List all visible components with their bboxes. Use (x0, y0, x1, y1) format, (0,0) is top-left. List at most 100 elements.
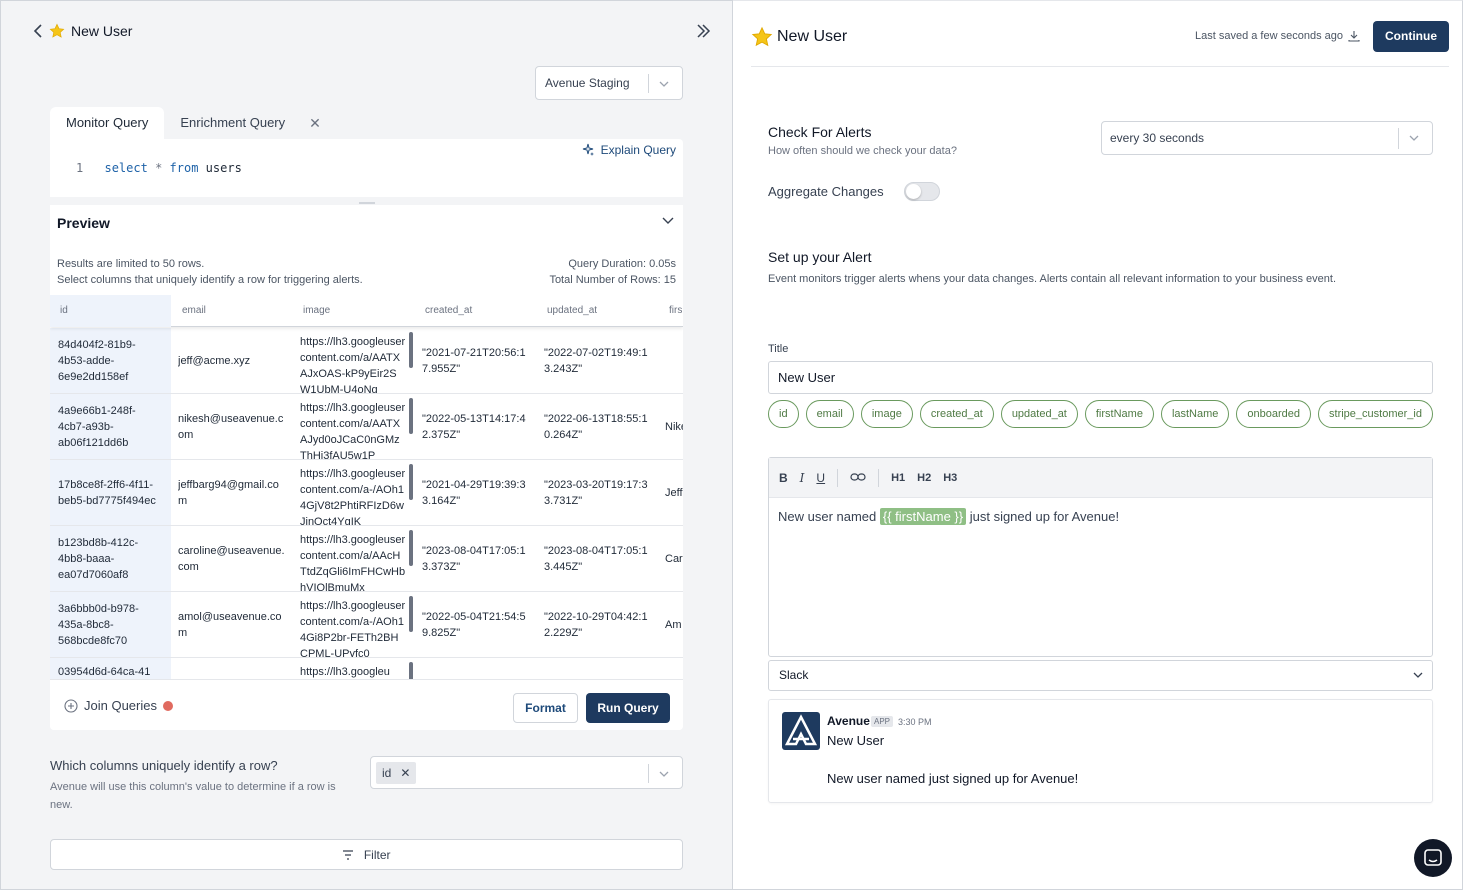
join-queries-button[interactable]: Join Queries (64, 698, 173, 713)
chevron-down-icon (662, 217, 674, 224)
remove-chip-icon[interactable]: ✕ (400, 766, 411, 780)
status-dot (162, 700, 173, 711)
download-icon[interactable] (1348, 30, 1360, 42)
variable-pill-email[interactable]: email (805, 400, 854, 428)
cell-scrollbar[interactable] (409, 596, 413, 632)
code-operator: * (155, 161, 163, 175)
slack-sender-name: Avenue (827, 714, 870, 728)
close-tab-icon[interactable]: ✕ (309, 115, 321, 131)
variable-pill-image[interactable]: image (860, 400, 913, 428)
sql-editor[interactable]: Explain Query 1 select * from users (50, 139, 683, 197)
continue-button[interactable]: Continue (1373, 21, 1449, 52)
cell-image: https://lh3.googleu (300, 666, 390, 678)
heading-1-button[interactable]: H1 (891, 471, 906, 484)
back-link[interactable]: New User (33, 23, 132, 39)
table-row[interactable]: b123bd8b-412c-4bb8-baaa-ea07d7060af8 car… (50, 526, 683, 592)
preview-panel: Preview Results are limited to 50 rows. … (50, 205, 683, 730)
cell-scrollbar[interactable] (409, 530, 413, 566)
aggregate-changes-toggle[interactable] (904, 182, 940, 201)
collapse-preview-button[interactable] (661, 213, 675, 230)
column-header-updated-at[interactable]: updated_at (547, 305, 598, 316)
frequency-select[interactable]: every 30 seconds (1101, 121, 1433, 155)
bold-button[interactable]: B (779, 470, 788, 485)
cell-email: nikesh@useavenue.com (178, 412, 284, 441)
cell-id: 84d404f2-81b9-4b53-adde-6e9e2dd158ef (50, 328, 171, 393)
heading-2-button[interactable]: H2 (917, 471, 932, 484)
cell-image: https://lh3.googleusercontent.com/a/AATX… (300, 336, 406, 393)
cell-created-at: "2023-08-04T17:05:13.373Z" (422, 544, 526, 573)
variable-pills: id email image created_at updated_at fir… (768, 400, 1433, 430)
chevron-down-icon (1412, 661, 1424, 702)
column-header-created-at[interactable]: created_at (425, 305, 473, 316)
link-icon[interactable] (850, 471, 866, 485)
alert-title-text: New User (777, 28, 848, 45)
plus-circle-icon (64, 698, 78, 713)
code-line[interactable]: 1 select * from users (76, 161, 242, 175)
slack-message-title: New User (827, 733, 885, 748)
cell-created-at: "2022-05-04T21:54:59.825Z" (422, 610, 526, 639)
explain-query-button[interactable]: Explain Query (581, 143, 676, 157)
variable-pill-created-at[interactable]: created_at (919, 400, 994, 428)
column-header-image[interactable]: image (303, 305, 331, 316)
column-header-email[interactable]: email (182, 305, 206, 316)
table-row[interactable]: 4a9e66b1-248f-4cb7-a93b-ab06f121dd6b nik… (50, 394, 683, 460)
cell-scrollbar[interactable] (409, 332, 413, 368)
tab-monitor-query[interactable]: Monitor Query (50, 107, 165, 139)
chat-support-button[interactable] (1414, 839, 1452, 877)
toolbar-divider (837, 468, 839, 487)
variable-pill-id[interactable]: id (768, 400, 799, 428)
star-icon (751, 26, 773, 47)
table-row[interactable]: 84d404f2-81b9-4b53-adde-6e9e2dd158ef jef… (50, 328, 683, 394)
toggle-knob (906, 184, 921, 199)
format-button[interactable]: Format (513, 693, 578, 723)
table-row[interactable]: 3a6bbb0d-b978-435a-8bc8-568bcde8fc70 amo… (50, 592, 683, 658)
unique-columns-help: Avenue will use this column's value to d… (50, 781, 336, 811)
cell-updated-at: "2022-10-29T04:42:12.229Z" (544, 610, 648, 639)
cell-id: 4a9e66b1-248f-4cb7-a93b-ab06f121dd6b (50, 394, 171, 459)
variable-pill-stripe-customer-id[interactable]: stripe_customer_id (1318, 400, 1433, 428)
cell-created-at: "2021-04-29T19:39:33.164Z" (422, 478, 526, 507)
datasource-select[interactable]: Avenue Staging (535, 66, 683, 100)
cell-scrollbar[interactable] (409, 662, 413, 680)
chevron-down-icon (658, 75, 670, 96)
message-variable: {{ firstName }} (879, 508, 967, 525)
slack-preview: Avenue APP 3:30 PM New User New user nam… (768, 699, 1433, 803)
resize-handle[interactable] (359, 202, 375, 204)
cell-scrollbar[interactable] (409, 398, 413, 434)
check-alerts-subtitle: How often should we check your data? (768, 145, 957, 157)
sparkle-icon (582, 143, 594, 156)
run-query-button[interactable]: Run Query (586, 693, 670, 723)
title-input[interactable]: New User (768, 361, 1433, 394)
channel-select[interactable]: Slack (768, 660, 1433, 691)
unique-columns-select[interactable]: id ✕ (370, 756, 683, 789)
filter-button[interactable]: Filter (50, 839, 683, 870)
variable-pill-last-name[interactable]: lastName (1160, 400, 1230, 428)
channel-value: Slack (779, 668, 809, 682)
variable-pill-onboarded[interactable]: onboarded (1236, 400, 1312, 428)
table-row[interactable]: 17b8ce8f-2ff6-4f11-beb5-bd7775f494ec jef… (50, 460, 683, 526)
preview-notes: Results are limited to 50 rows. Select c… (57, 256, 363, 288)
filter-label: Filter (363, 848, 391, 862)
variable-pill-updated-at[interactable]: updated_at (1000, 400, 1078, 428)
collapse-panel-button[interactable] (695, 23, 711, 44)
underline-button[interactable]: U (816, 470, 826, 485)
variable-pill-first-name[interactable]: firstName (1084, 400, 1154, 428)
slack-timestamp: 3:30 PM (898, 717, 932, 727)
cell-image: https://lh3.googleusercontent.com/a/AATX… (300, 402, 406, 459)
message-body[interactable]: New user named {{ firstName }} just sign… (769, 498, 1432, 535)
alert-panel: New User Last saved a few seconds ago Co… (733, 0, 1463, 890)
table-row[interactable]: 03954d6d-64ca-41 https://lh3.googleu (50, 658, 683, 680)
chevron-down-icon (658, 765, 670, 786)
limit-note: Results are limited to 50 rows. (57, 258, 205, 270)
italic-button[interactable]: I (799, 470, 805, 485)
filter-icon (343, 850, 354, 860)
cell-scrollbar[interactable] (409, 464, 413, 500)
chip-label: id (382, 766, 392, 780)
column-header-id[interactable]: id (50, 295, 171, 327)
heading-3-button[interactable]: H3 (943, 471, 958, 484)
column-header-first-name[interactable]: firs (669, 305, 683, 316)
tab-enrichment-query[interactable]: Enrichment Query (180, 115, 286, 130)
select-note: Select columns that uniquely identify a … (57, 274, 363, 286)
cell-created-at: "2021-07-21T20:56:17.955Z" (422, 346, 526, 375)
avenue-logo (782, 712, 820, 750)
